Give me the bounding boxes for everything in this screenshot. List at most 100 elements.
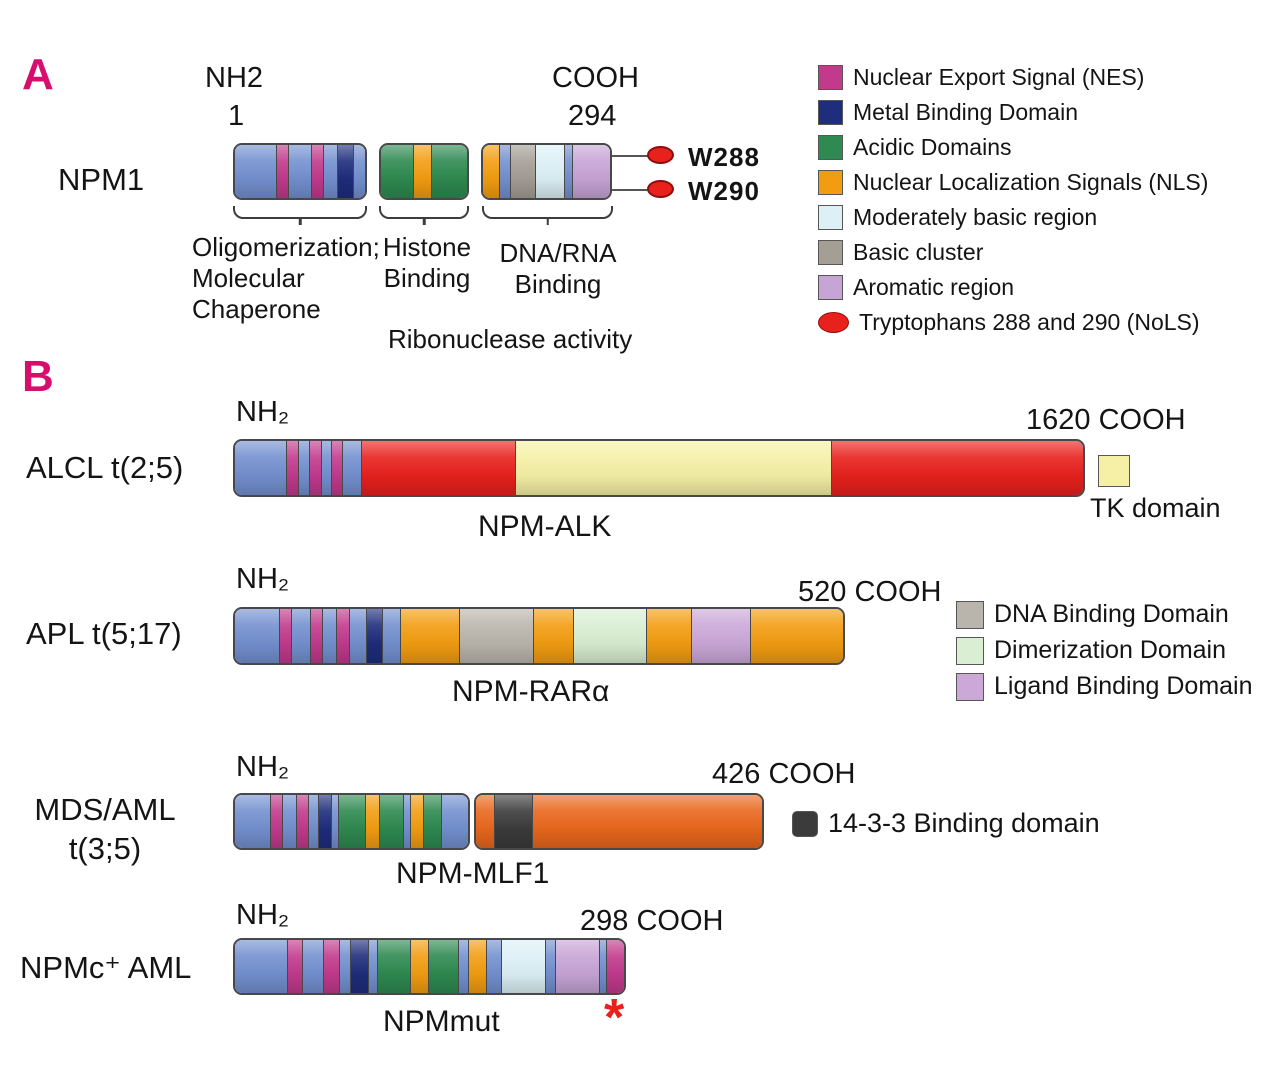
domain-segment-acidic_green: [430, 145, 467, 198]
domain-segment-nes_magenta: [296, 795, 308, 848]
legend-item-ligand-binding: Ligand Binding Domain: [956, 672, 1253, 701]
domain-segment-nes_magenta: [278, 609, 292, 663]
dimerization-legend-label: Dimerization Domain: [994, 636, 1227, 664]
domain-segment-npm_blue: [330, 795, 339, 848]
domain-segment-rara_orange: [646, 609, 691, 663]
domain-segment-nes_magenta: [335, 609, 349, 663]
domain-segment-npm_blue: [235, 609, 279, 663]
domain-segment-mod_basic_lightblue: [501, 940, 546, 993]
domain-segment-npm_blue: [323, 145, 338, 198]
ribonuclease-activity-label: Ribonuclease activity: [388, 324, 633, 354]
moderately-basic-swatch: [818, 205, 843, 230]
domain-segment-npm_blue: [235, 795, 271, 848]
domain-segment-acidic_green: [377, 940, 411, 993]
domain-segment-nes_magenta: [270, 795, 282, 848]
fusion-name-npm-alk: NPM-ALK: [478, 510, 612, 543]
w288-tryptophan-marker: [647, 146, 674, 164]
nes-legend-label: Nuclear Export Signal (NES): [853, 64, 1145, 90]
domain-segment-npm_blue: [441, 795, 468, 848]
rara-legend: DNA Binding Domain Dimerization Domain L…: [956, 600, 1253, 701]
domain-segment-nls_orange: [467, 940, 486, 993]
domain-segment-nls_orange: [412, 145, 431, 198]
cooh-label-npmc: 298 COOH: [580, 905, 724, 937]
panel-a-legend: Nuclear Export Signal (NES) Metal Bindin…: [818, 64, 1208, 336]
domain-segment-npm_blue: [320, 441, 331, 495]
domain-segment-mod_basic_lightblue: [534, 145, 564, 198]
domain-segment-npm_blue: [235, 145, 276, 198]
domain-segment-ligand_lavender: [690, 609, 750, 663]
nls-legend-label: Nuclear Localization Signals (NLS): [853, 169, 1209, 195]
legend-item-metal-binding: Metal Binding Domain: [818, 99, 1208, 126]
tryptophans-legend-label: Tryptophans 288 and 290 (NoLS): [859, 309, 1200, 335]
domain-segment-npm_blue: [291, 609, 310, 663]
dna-rna-binding-brace: [482, 206, 613, 219]
dimerization-swatch: [956, 636, 984, 665]
domain-segment-mlf1_orange: [531, 795, 762, 848]
domain-segment-tk_yellow: [514, 441, 831, 495]
oligomerization-region-label: Oligomerization; Molecular Chaperone: [192, 232, 380, 325]
domain-segment-nes_magenta: [605, 940, 624, 993]
domain-segment-nes_magenta: [323, 940, 339, 993]
tk-domain-swatch: [1098, 455, 1130, 487]
fusion-name-npm-mlf1: NPM-MLF1: [396, 857, 550, 890]
domain-segment-acidic_green: [338, 795, 366, 848]
domain-segment-npm_blue: [348, 609, 366, 663]
metal-binding-swatch: [818, 100, 843, 125]
domain-segment-npm_blue: [367, 940, 378, 993]
domain-segment-npm_blue: [235, 940, 287, 993]
domain-segment-nes_magenta: [308, 441, 321, 495]
mutation-asterisk: *: [604, 989, 625, 1047]
moderately-basic-legend-label: Moderately basic region: [853, 204, 1098, 230]
domain-segment-nes_magenta: [309, 609, 323, 663]
domain-segment-npm_blue: [485, 940, 502, 993]
npm-mlf1-fusion-bar: [233, 793, 764, 850]
nh2-label-alcl: NH₂: [236, 396, 290, 428]
npm-alk-fusion-bar: [233, 439, 1085, 497]
legend-item-basic-cluster: Basic cluster: [818, 239, 1208, 266]
domain-segment-npm_blue: [338, 940, 350, 993]
ligand-binding-legend-label: Ligand Binding Domain: [994, 672, 1253, 700]
domain-segment-alk_red: [830, 441, 1083, 495]
nh2-label-mds: NH₂: [236, 751, 290, 783]
cooh-label-alcl: 1620 COOH: [1026, 404, 1186, 436]
binding-14-3-3-legend-label: 14-3-3 Binding domain: [828, 808, 1100, 838]
nls-swatch: [818, 170, 843, 195]
domain-segment-npm_blue: [545, 940, 555, 993]
domain-segment-nes_magenta: [286, 441, 299, 495]
domain-segment-metal_navy: [365, 609, 383, 663]
tk-domain-legend-label: TK domain: [1090, 493, 1221, 523]
npm1-histone-binding-region: [379, 143, 469, 200]
binding-14-3-3-swatch: [792, 810, 818, 837]
npm1-oligomerization-region: [233, 143, 367, 200]
domain-segment-nls_orange: [410, 795, 424, 848]
domain-segment-dimerization_green: [572, 609, 647, 663]
legend-item-dimerization: Dimerization Domain: [956, 636, 1253, 665]
npm-mutant-segments: [233, 938, 626, 995]
npm-rara-fusion-bar: [233, 607, 845, 665]
start-residue-label: 1: [228, 100, 245, 132]
domain-segment-acidic_green: [428, 940, 458, 993]
legend-item-14-3-3: 14-3-3 Binding domain: [792, 808, 1100, 839]
domain-segment-acidic_green: [381, 145, 413, 198]
disease-label-mds-aml: MDS/AML t(3;5): [34, 792, 176, 866]
disease-label-npmc-aml: NPMc⁺ AML: [20, 950, 192, 985]
domain-segment-npm_blue: [302, 940, 324, 993]
oligomerization-brace: [233, 206, 367, 219]
domain-segment-npm_blue: [287, 145, 312, 198]
domain-segment-nls_orange: [483, 145, 499, 198]
npm-mutant-bar: [233, 938, 626, 995]
panel-a-letter: A: [22, 50, 54, 99]
domain-segment-nls_orange: [365, 795, 380, 848]
domain-segment-nes_magenta: [311, 145, 324, 198]
nh2-terminus-label-a: NH2: [205, 62, 264, 94]
basic-cluster-legend-label: Basic cluster: [853, 239, 984, 265]
cooh-terminus-label-a: COOH: [552, 62, 639, 94]
domain-segment-mlf1_orange: [476, 795, 494, 848]
domain-segment-npm_blue: [322, 609, 336, 663]
domain-segment-npm_blue: [599, 940, 606, 993]
panel-b-letter: B: [22, 352, 54, 401]
domain-segment-rara_orange: [399, 609, 460, 663]
domain-segment-npm_blue: [281, 795, 297, 848]
domain-segment-npm_blue: [382, 609, 400, 663]
aromatic-region-legend-label: Aromatic region: [853, 274, 1015, 300]
